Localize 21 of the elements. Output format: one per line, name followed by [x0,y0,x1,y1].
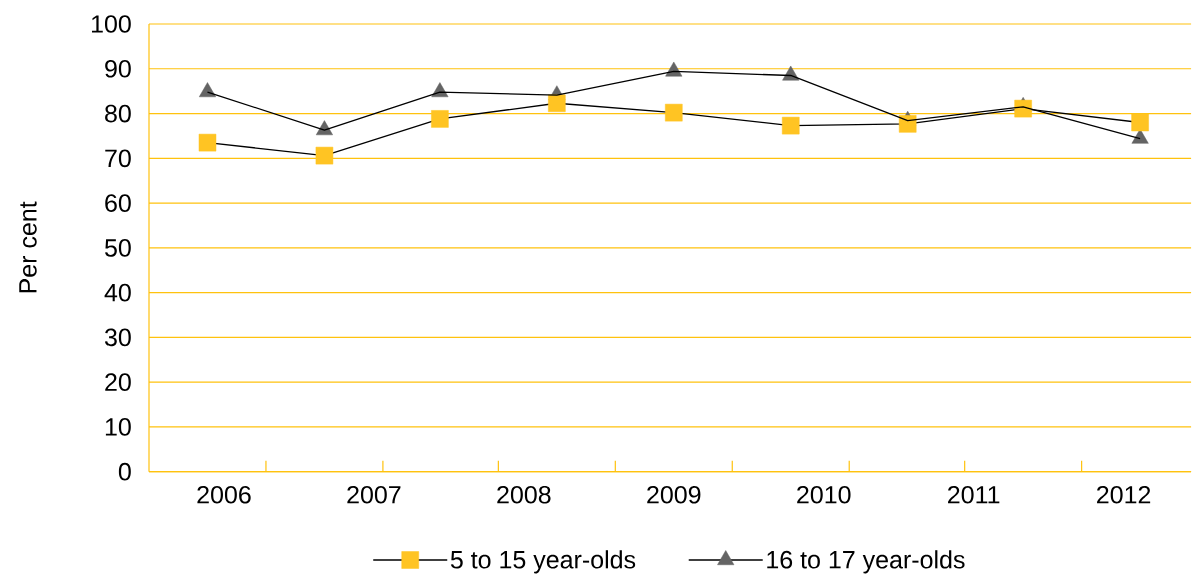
x-tick-label: 2008 [497,485,551,504]
y-tick-label: 80 [105,104,131,123]
y-tick-label: 0 [118,462,131,481]
legend-label: 16 to 17 year-olds [767,550,965,574]
y-tick-label: 90 [105,59,131,78]
y-axis-title: Per cent [19,201,37,293]
x-tick-label: 2012 [1097,485,1151,504]
y-tick-label: 30 [104,328,131,347]
x-tick-label: 2011 [948,485,1000,504]
legend-label: 5 to 15 year-olds [450,550,636,574]
y-tick-label: 40 [104,283,131,302]
y-tick-label: 100 [92,15,131,33]
x-tick-label: 2009 [647,485,701,504]
y-tick-label: 10 [105,418,131,436]
x-tick-label: 2007 [347,485,401,504]
y-tick-label: 60 [105,194,131,212]
y-tick-label: 70 [105,149,131,168]
y-tick-label: 50 [104,239,131,257]
y-tick-label: 20 [105,373,131,392]
x-tick-label: 2006 [197,485,251,504]
x-tick-label: 2010 [797,485,851,504]
